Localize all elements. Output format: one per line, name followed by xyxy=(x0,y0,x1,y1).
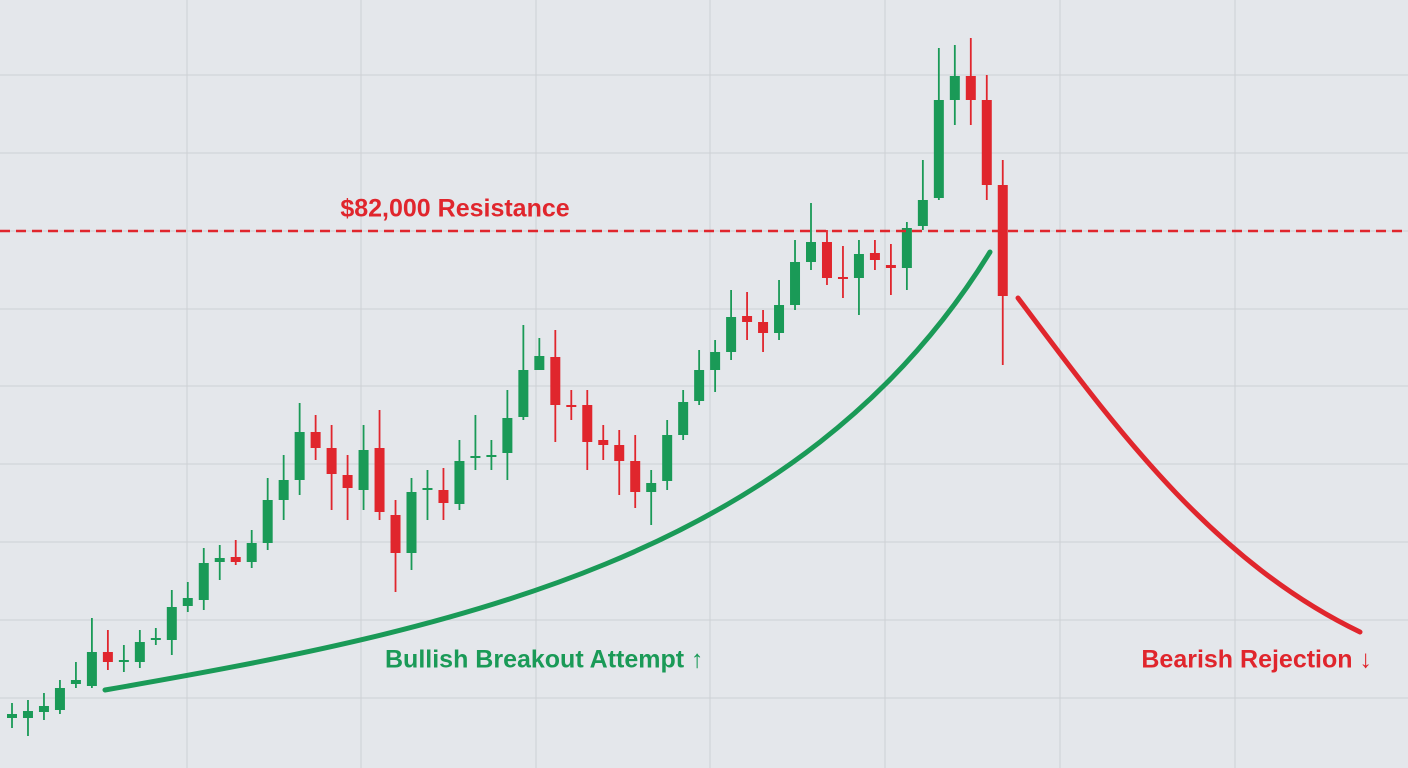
candle-body xyxy=(150,638,161,640)
candle-body xyxy=(118,660,129,662)
candle-body xyxy=(310,432,321,448)
candle-body xyxy=(262,500,273,543)
candle-body xyxy=(54,688,65,710)
candle-body xyxy=(614,445,625,461)
candle-body xyxy=(102,652,113,662)
resistance-label: $82,000 Resistance xyxy=(340,195,569,223)
candle-body xyxy=(710,352,721,370)
candle-body xyxy=(726,317,737,352)
candle-body xyxy=(326,448,337,474)
candle-body xyxy=(438,490,449,503)
candle-body xyxy=(86,652,97,686)
candle-body xyxy=(582,405,593,442)
candle-body xyxy=(7,714,17,718)
candle-body xyxy=(678,402,689,435)
candle-body xyxy=(646,483,657,492)
candle-body xyxy=(853,254,864,278)
candles xyxy=(7,38,1008,736)
bearish-curve xyxy=(1015,295,1363,635)
candle-body xyxy=(901,228,912,268)
candle-body xyxy=(278,480,289,500)
candle-body xyxy=(294,432,305,480)
candle-body xyxy=(742,316,753,322)
candle-body xyxy=(869,253,880,260)
candle-body xyxy=(949,76,960,100)
candle-body xyxy=(342,475,353,488)
candle-body xyxy=(22,711,33,718)
candle-body xyxy=(518,370,529,417)
candle-body xyxy=(965,76,976,100)
candle-body xyxy=(806,242,816,262)
candle-body xyxy=(534,356,545,370)
candle-body xyxy=(182,598,193,606)
bullish-curve xyxy=(102,249,993,693)
candle-body xyxy=(406,492,417,553)
candle-body xyxy=(630,461,641,492)
candle-body xyxy=(662,435,673,481)
candle-body xyxy=(917,200,928,226)
candle-body xyxy=(885,265,896,268)
candle-body xyxy=(997,185,1008,296)
candle-body xyxy=(70,680,81,684)
candle-body xyxy=(837,277,848,279)
candle-body xyxy=(470,456,481,458)
candle-body xyxy=(134,642,145,662)
candle-body xyxy=(566,405,577,407)
candle-body xyxy=(486,455,497,457)
candle-body xyxy=(390,515,401,553)
candle-body xyxy=(981,100,992,185)
candle-body xyxy=(214,558,225,562)
candle-body xyxy=(246,543,257,562)
candle-body xyxy=(550,357,561,405)
candle-body xyxy=(502,418,513,453)
vertical-grid xyxy=(186,0,1236,768)
candle-body xyxy=(198,563,209,600)
candle-body xyxy=(821,242,832,278)
bearish-annotation: Bearish Rejection ↓ xyxy=(1141,646,1372,674)
candle-body xyxy=(38,706,49,712)
candle-body xyxy=(422,488,433,490)
candle-body xyxy=(374,448,385,512)
candle-body xyxy=(774,305,785,333)
bullish-annotation: Bullish Breakout Attempt ↑ xyxy=(385,646,704,674)
candle-body xyxy=(933,100,944,198)
candle-body xyxy=(790,262,801,305)
candle-body xyxy=(230,557,241,562)
candle-body xyxy=(454,461,465,504)
candle-body xyxy=(758,322,769,333)
candle-body xyxy=(166,607,177,640)
candle-body xyxy=(598,440,609,445)
candle-body xyxy=(358,450,369,490)
candle-body xyxy=(694,370,705,401)
